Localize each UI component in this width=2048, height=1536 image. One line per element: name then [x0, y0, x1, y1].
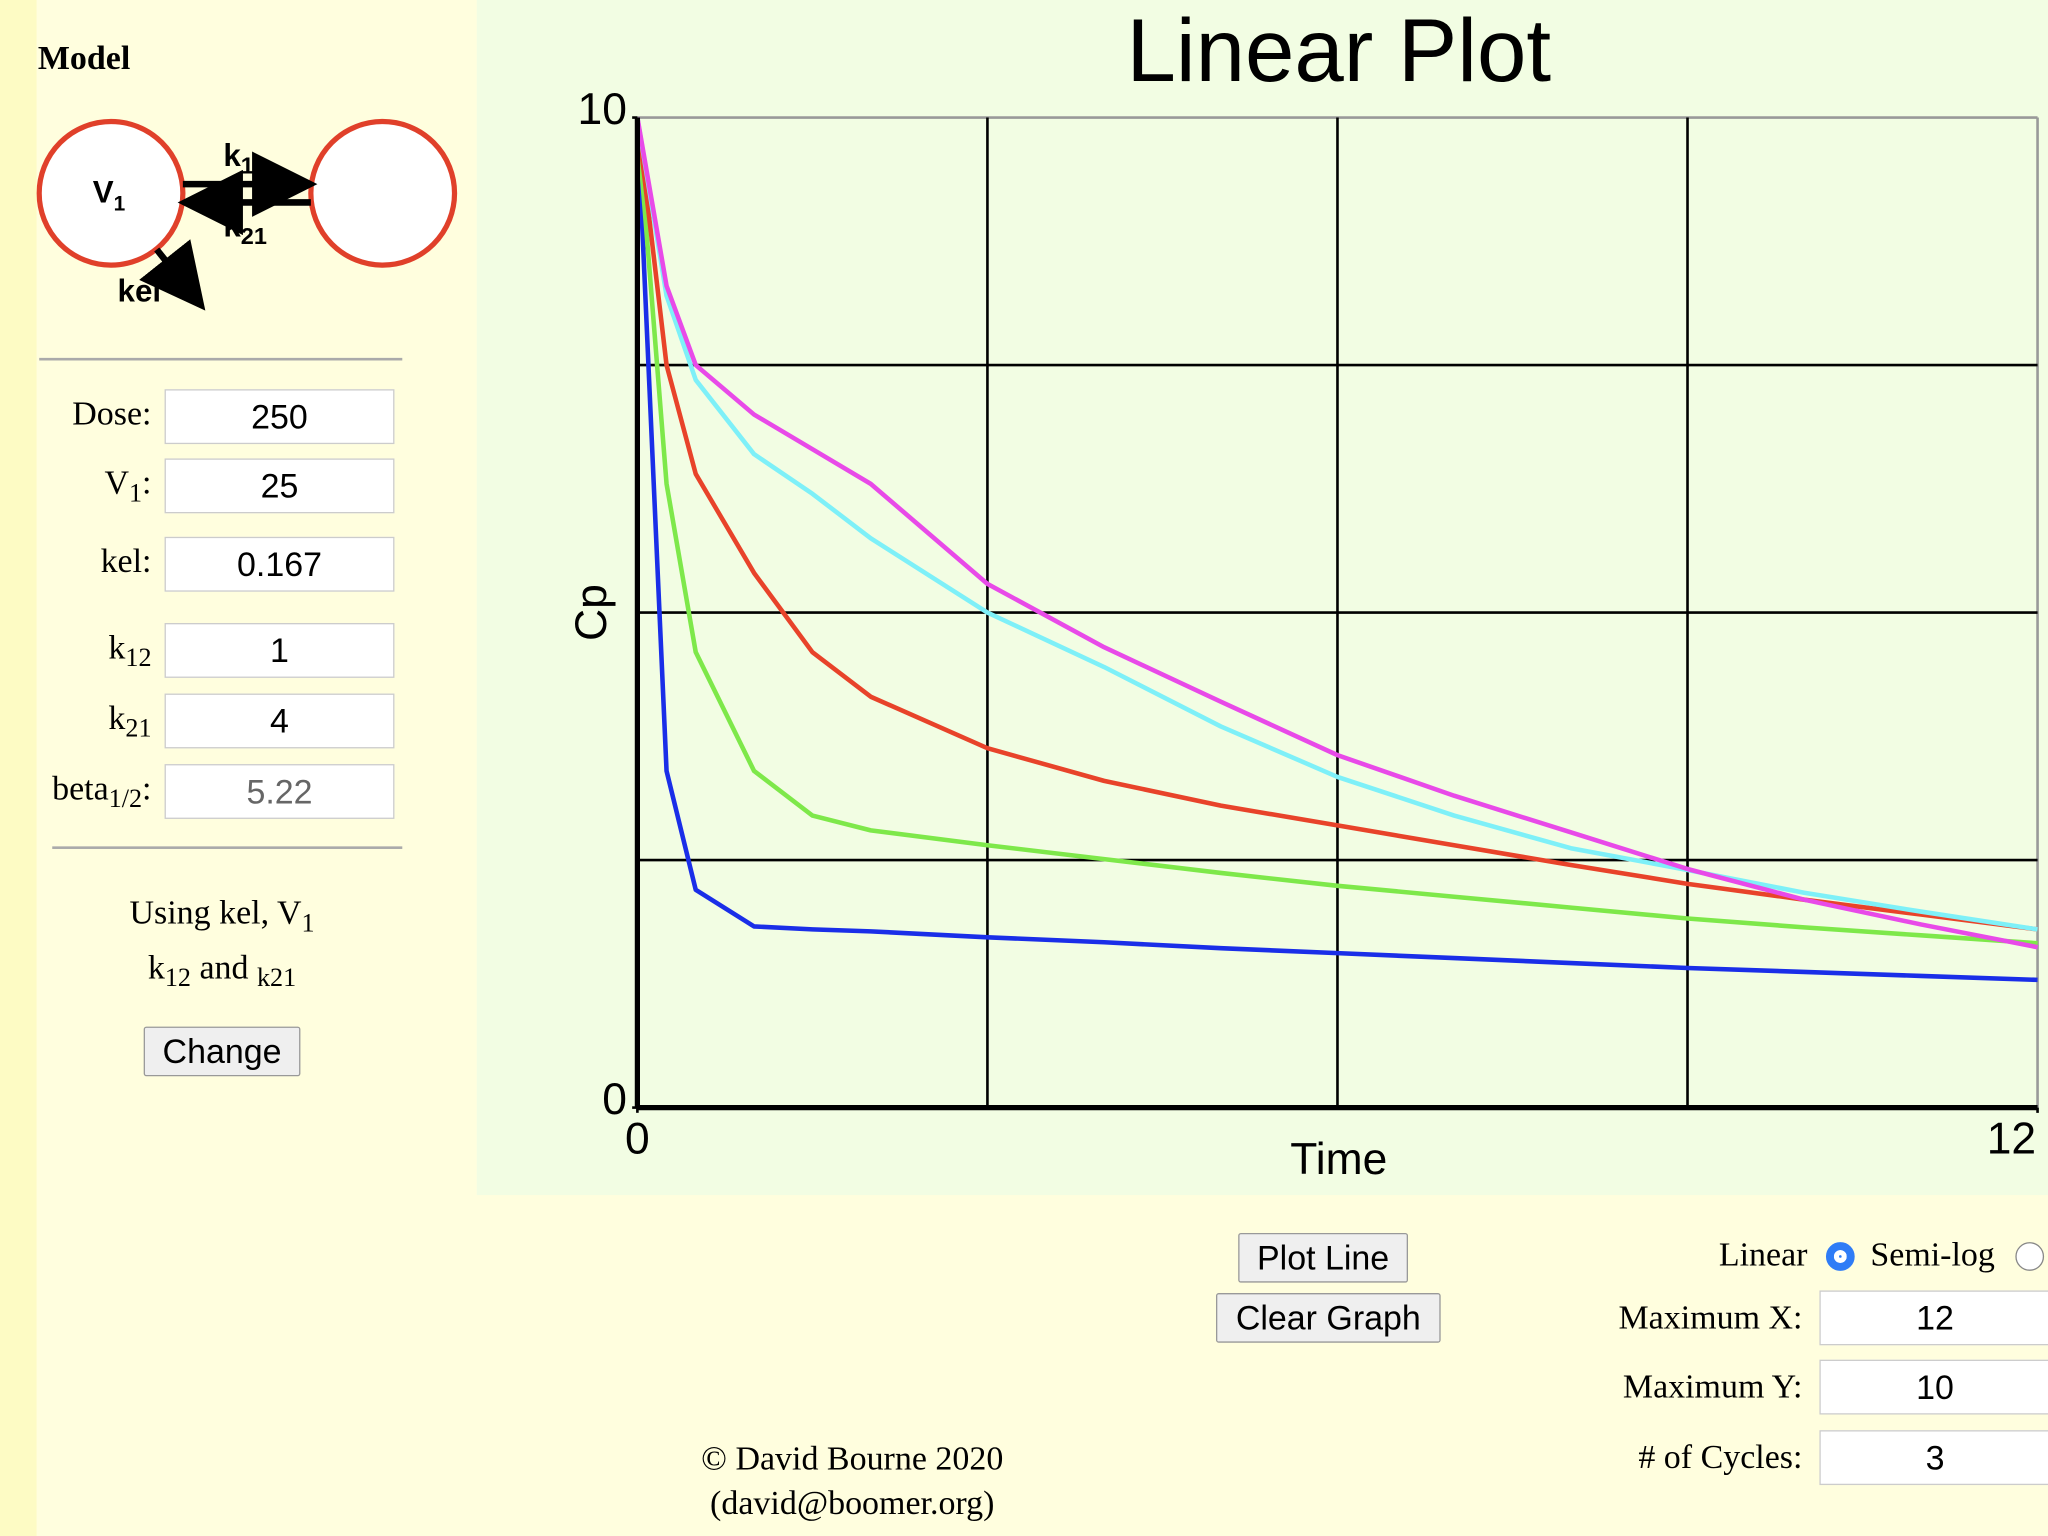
- label-sub: 12: [125, 643, 152, 668]
- x-tick-label: 12: [1987, 1114, 2036, 1163]
- arrow: [139, 239, 206, 311]
- field-input: 5.22: [164, 764, 395, 819]
- label-text: Dose:: [72, 394, 152, 433]
- series-line: [635, 117, 2038, 950]
- series-line: [635, 117, 2038, 946]
- scale-option: Semi-log: [1870, 1235, 1995, 1274]
- label-end: :: [142, 463, 152, 502]
- radio-linear[interactable]: [1825, 1242, 1855, 1271]
- field-input[interactable]: 12: [1819, 1290, 2048, 1346]
- label-text: kel:: [100, 542, 152, 580]
- email: (david@boomer.org): [710, 1483, 995, 1522]
- edge: [0, 0, 37, 1536]
- field-input[interactable]: 1: [164, 623, 395, 678]
- chart: Linear Plot Time Cp 0 12 0 10: [476, 0, 2048, 1196]
- series-line: [635, 117, 2038, 983]
- field-label: Maximum Y:: [1622, 1367, 1803, 1406]
- radio-semilog[interactable]: [2015, 1242, 2045, 1271]
- chart-title: Linear Plot: [1127, 1, 1552, 100]
- field-input[interactable]: 0.167: [164, 536, 395, 592]
- field-label: beta1/2:: [39, 769, 151, 808]
- label-text: V: [104, 463, 129, 502]
- label: k12: [223, 138, 267, 179]
- field-label: k21: [39, 699, 151, 738]
- y-tick-label: 0: [602, 1075, 627, 1124]
- label-text: beta: [52, 769, 109, 808]
- x-axis-label: Time: [1290, 1135, 1387, 1184]
- field-input[interactable]: 10: [1819, 1359, 2048, 1415]
- field-label: # of Cycles:: [1638, 1438, 1803, 1476]
- divider: [52, 846, 403, 849]
- field-label: Maximum X:: [1618, 1298, 1803, 1337]
- series-line: [635, 117, 2038, 932]
- label: kel: [118, 274, 162, 309]
- peripheral-compartment: [308, 118, 458, 268]
- divider: [39, 357, 403, 361]
- clear-button[interactable]: Clear Graph: [1216, 1293, 1441, 1343]
- label: V1: [93, 174, 126, 215]
- footer: © David Bourne 2020 (david@boomer.org): [653, 1437, 1051, 1526]
- field-input[interactable]: 25: [164, 458, 395, 514]
- field-label: k12: [39, 628, 151, 667]
- copyright: © David Bourne 2020: [701, 1439, 1004, 1478]
- label-sub: 1: [129, 479, 143, 503]
- label-text: k: [108, 628, 126, 667]
- scale-option: Linear: [1718, 1235, 1808, 1274]
- plot-button[interactable]: Plot Line: [1238, 1232, 1408, 1283]
- field-input[interactable]: 3: [1819, 1430, 2048, 1486]
- y-tick-label: 10: [578, 85, 627, 134]
- label-end: :: [142, 769, 152, 808]
- field-input[interactable]: 250: [164, 389, 395, 445]
- field-label: V1:: [39, 464, 151, 503]
- y-axis-label: Cp: [567, 584, 616, 641]
- field-label: kel:: [39, 542, 152, 581]
- x-tick-label: 0: [625, 1114, 650, 1163]
- model-diagram: V1 k12 k21 kel: [36, 118, 458, 311]
- field-label: Dose:: [39, 394, 151, 433]
- field-input[interactable]: 4: [164, 693, 395, 749]
- heading: Model: [37, 39, 131, 78]
- label-text: k: [108, 698, 126, 737]
- change-button[interactable]: Change: [143, 1026, 301, 1077]
- note: Using kel, V1 k12 and k21: [129, 893, 315, 993]
- label: k21: [223, 208, 267, 249]
- label-sub: 21: [125, 714, 152, 738]
- series-line: [635, 117, 2038, 932]
- label-sub: 1/2: [108, 784, 143, 809]
